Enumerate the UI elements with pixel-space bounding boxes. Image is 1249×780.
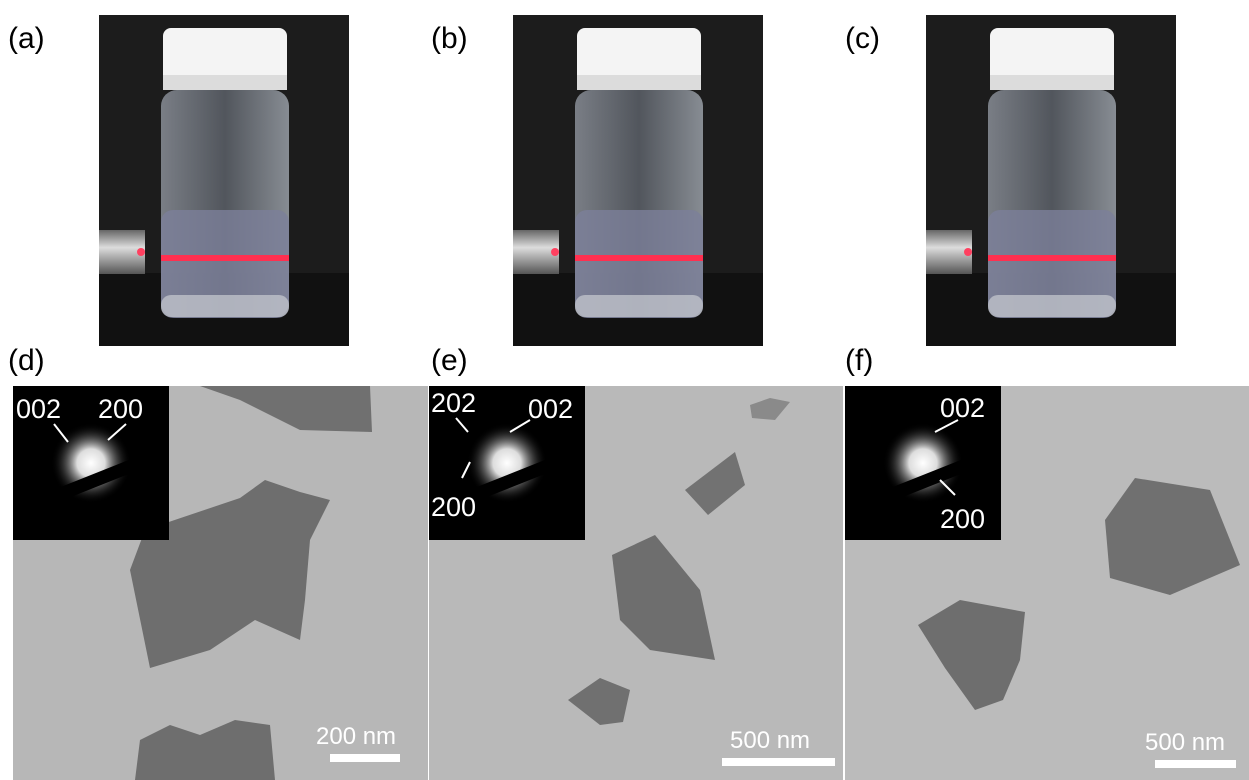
panel-label: (f) xyxy=(845,344,873,377)
scale-bar xyxy=(1155,760,1236,768)
inset-label: 002 xyxy=(528,394,573,424)
panel-label: (e) xyxy=(431,344,468,377)
scale-bar-label: 500 nm xyxy=(1145,729,1225,756)
inset-label: 002 xyxy=(16,394,61,424)
scale-bar xyxy=(722,758,835,766)
inset-label: 002 xyxy=(940,393,985,423)
figure: (a) (b) (c) (d) (e) (f) 002 200 202 002 … xyxy=(0,0,1249,780)
photo xyxy=(99,15,349,346)
inset-label: 200 xyxy=(940,504,985,534)
photo xyxy=(926,15,1176,346)
photo xyxy=(513,15,763,346)
inset-label: 202 xyxy=(431,388,476,418)
inset-label: 200 xyxy=(98,394,143,424)
scale-bar-label: 200 nm xyxy=(316,723,396,750)
panel-label: (b) xyxy=(431,22,468,55)
panel-label: (d) xyxy=(8,344,45,377)
scale-bar xyxy=(330,754,400,762)
scale-bar-label: 500 nm xyxy=(730,727,810,754)
panel-label: (c) xyxy=(845,22,880,55)
panel-label: (a) xyxy=(8,22,45,55)
inset-label: 200 xyxy=(431,492,476,522)
